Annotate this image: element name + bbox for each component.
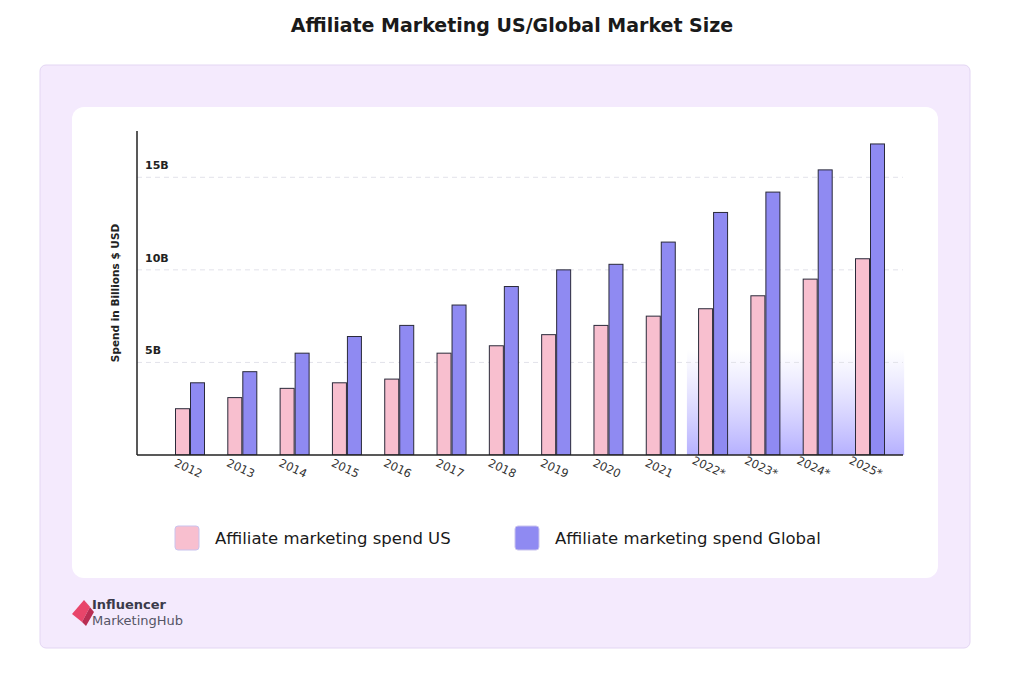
legend-item: Affiliate marketing spend US bbox=[175, 526, 451, 550]
bar bbox=[347, 337, 361, 455]
bar bbox=[803, 279, 817, 455]
legend-item: Affiliate marketing spend Global bbox=[515, 526, 821, 550]
x-tick-label: 2021 bbox=[643, 456, 675, 481]
chart-root: Affiliate Marketing US/Global Market Siz… bbox=[0, 0, 1024, 675]
bar bbox=[609, 264, 623, 455]
title: Affiliate Marketing US/Global Market Siz… bbox=[291, 14, 733, 36]
legend-swatch bbox=[175, 526, 199, 550]
legend-label: Affiliate marketing spend Global bbox=[555, 529, 821, 548]
bar bbox=[452, 305, 466, 455]
bar bbox=[191, 383, 205, 455]
bars bbox=[176, 144, 885, 455]
bar bbox=[280, 388, 294, 455]
brand: InfluencerMarketingHub bbox=[72, 597, 183, 628]
x-tick-label: 2023* bbox=[742, 453, 780, 481]
y-tick-label: 5B bbox=[145, 344, 161, 357]
x-tick-label: 2020 bbox=[591, 456, 623, 481]
x-tick-label: 2017 bbox=[434, 456, 466, 481]
bar bbox=[542, 335, 556, 455]
bar bbox=[489, 346, 503, 455]
bar bbox=[437, 353, 451, 455]
bar bbox=[856, 259, 870, 455]
legend-label: Affiliate marketing spend US bbox=[215, 529, 451, 548]
bar bbox=[714, 212, 728, 455]
bar bbox=[176, 409, 190, 455]
grid-line bbox=[137, 269, 903, 270]
bar bbox=[818, 170, 832, 455]
bar bbox=[504, 287, 518, 455]
x-tick-label: 2025* bbox=[847, 453, 885, 481]
bar bbox=[766, 192, 780, 455]
x-tick-label: 2019 bbox=[538, 456, 570, 481]
outer-panel bbox=[40, 65, 970, 648]
x-tick-label: 2016 bbox=[381, 456, 413, 481]
x-tick-label: 2018 bbox=[486, 456, 518, 481]
x-tick-label: 2015 bbox=[329, 456, 361, 481]
legend-swatch bbox=[515, 526, 539, 550]
grid-line bbox=[137, 177, 903, 178]
inner-card bbox=[72, 107, 938, 578]
brand-text: Influencer bbox=[92, 597, 167, 612]
grid-line bbox=[137, 362, 903, 363]
bar bbox=[385, 379, 399, 455]
brand-text: MarketingHub bbox=[92, 613, 183, 628]
x-tick-label: 2013 bbox=[225, 456, 257, 481]
x-tick-label: 2024* bbox=[795, 453, 833, 481]
x-tick-label: 2012 bbox=[172, 456, 204, 481]
chart-svg: Affiliate Marketing US/Global Market Siz… bbox=[0, 0, 1024, 675]
x-tick-label: 2022* bbox=[690, 453, 728, 481]
bar bbox=[751, 296, 765, 455]
x-tick-label: 2014 bbox=[277, 456, 309, 481]
y-axis-label: Spend in Billions $ USD bbox=[109, 224, 121, 363]
bar bbox=[243, 372, 257, 455]
y-tick-label: 10B bbox=[145, 252, 169, 265]
bar bbox=[661, 242, 675, 455]
x-axis-line bbox=[137, 454, 903, 456]
bar bbox=[871, 144, 885, 455]
bar bbox=[557, 270, 571, 455]
y-axis-line bbox=[136, 131, 138, 455]
bar bbox=[400, 325, 414, 455]
bar bbox=[295, 353, 309, 455]
y-tick-label: 15B bbox=[145, 159, 169, 172]
bar bbox=[594, 325, 608, 455]
bar bbox=[228, 398, 242, 455]
bar bbox=[332, 383, 346, 455]
bar bbox=[646, 316, 660, 455]
bar bbox=[699, 309, 713, 455]
